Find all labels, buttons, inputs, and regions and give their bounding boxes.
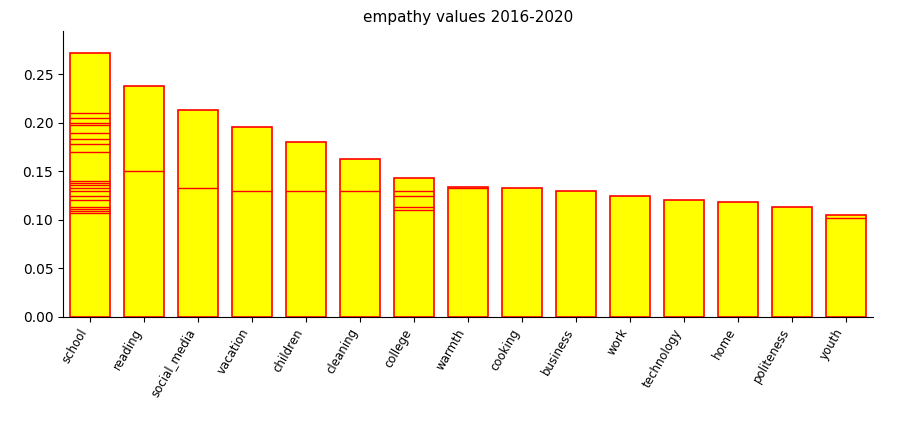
Bar xyxy=(826,215,866,317)
Bar xyxy=(664,201,704,317)
Bar xyxy=(772,207,812,317)
Bar xyxy=(124,86,164,317)
Bar xyxy=(178,110,218,317)
Bar xyxy=(610,196,650,317)
Bar xyxy=(502,188,542,317)
Bar xyxy=(718,202,758,317)
Bar xyxy=(394,178,434,317)
Bar xyxy=(556,191,596,317)
Bar xyxy=(340,159,380,317)
Bar xyxy=(286,142,326,317)
Bar xyxy=(448,187,488,317)
Title: empathy values 2016-2020: empathy values 2016-2020 xyxy=(363,11,573,26)
Bar xyxy=(232,127,272,317)
Bar xyxy=(70,53,110,317)
